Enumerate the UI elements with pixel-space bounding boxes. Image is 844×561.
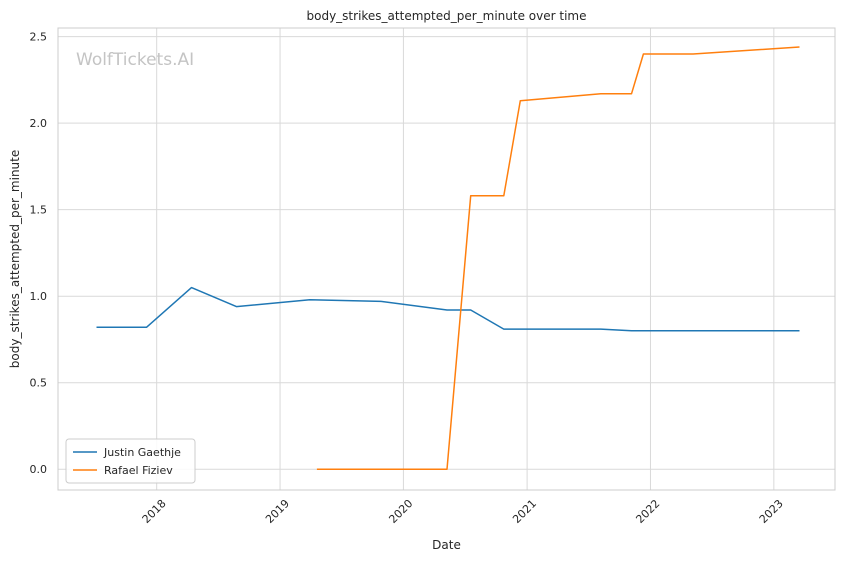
series-line-rafael-fiziev <box>316 46 800 470</box>
legend: Justin Gaethje Rafael Fiziev <box>65 438 196 484</box>
x-tick-label: 2020 <box>386 497 415 526</box>
y-tick-label: 0.0 <box>30 463 48 476</box>
y-tick-label: 1.0 <box>30 290 48 303</box>
y-tick-label: 1.5 <box>30 204 48 217</box>
x-tick-label: 2022 <box>633 497 662 526</box>
series-line-justin-gaethje <box>96 286 800 332</box>
grid <box>58 28 835 490</box>
y-axis-label: body_strikes_attempted_per_minute <box>8 150 22 368</box>
x-tick-label: 2021 <box>510 497 539 526</box>
legend-box <box>65 438 196 484</box>
chart-title: body_strikes_attempted_per_minute over t… <box>307 9 587 23</box>
series-lines <box>96 46 800 470</box>
y-tick-label: 0.5 <box>30 377 48 390</box>
x-tick-label: 2019 <box>263 497 292 526</box>
y-tick-label: 2.5 <box>30 31 48 44</box>
legend-label-rafael-fiziev: Rafael Fiziev <box>104 464 173 477</box>
y-tick-label: 2.0 <box>30 117 48 130</box>
x-tick-label: 2023 <box>757 497 786 526</box>
x-tick-label: 2018 <box>140 497 169 526</box>
legend-label-justin-gaethje: Justin Gaethje <box>103 446 181 459</box>
x-axis-label: Date <box>432 538 461 552</box>
watermark-text: WolfTickets.AI <box>76 50 194 70</box>
plot-area-frame <box>57 27 836 491</box>
